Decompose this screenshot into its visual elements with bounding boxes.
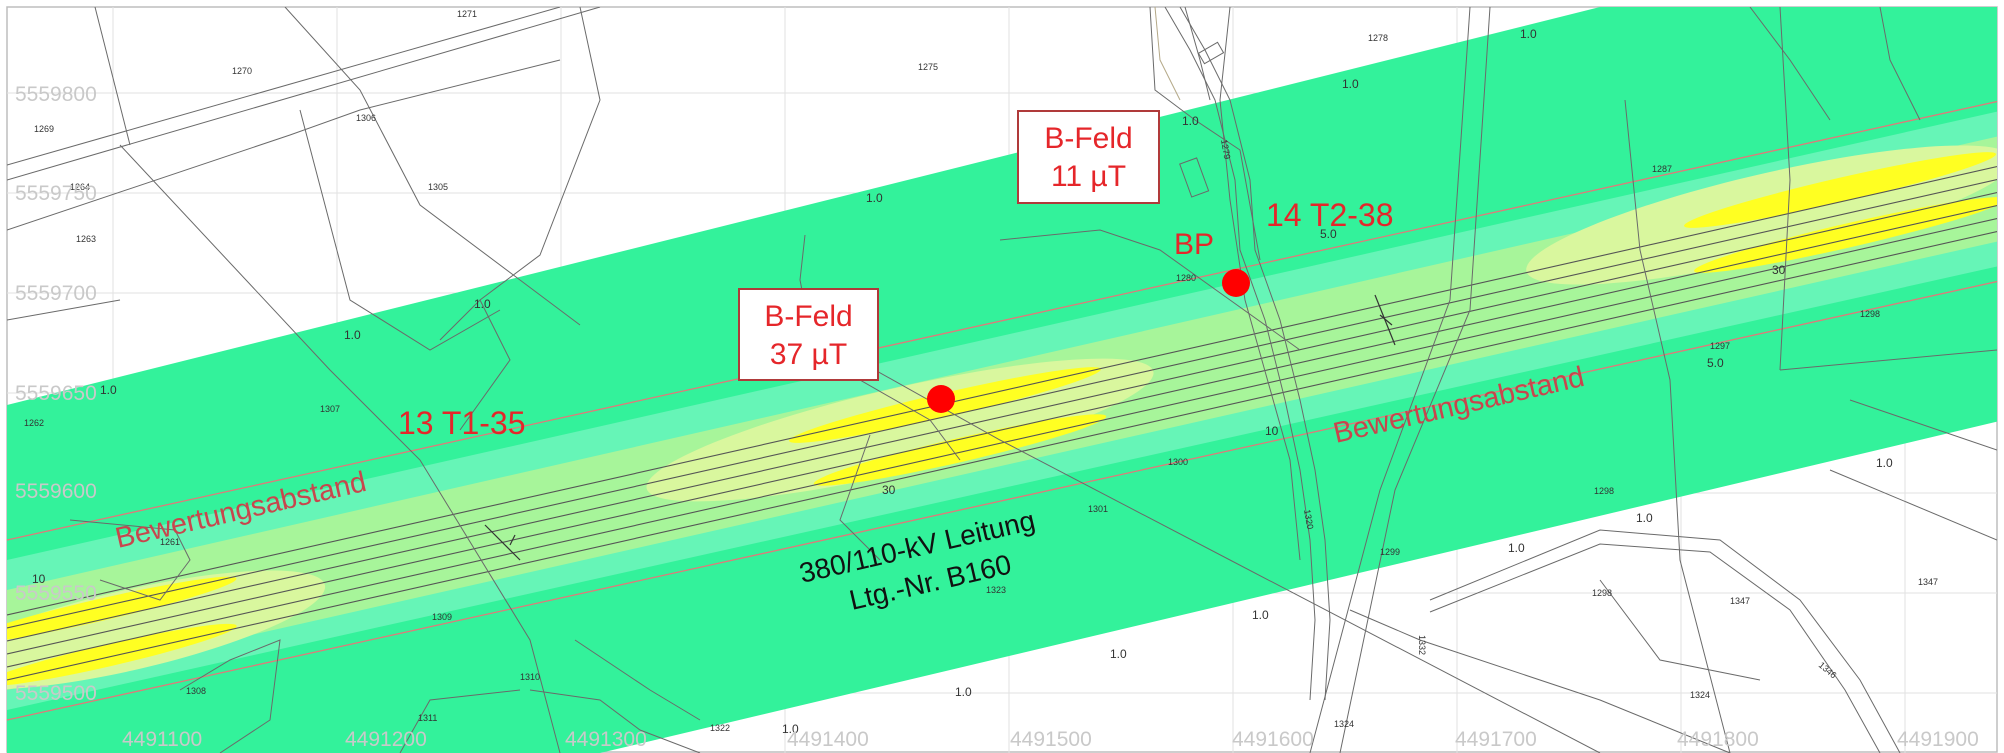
b-field-callout-value: 11 µT (1050, 160, 1127, 193)
parcel-number: 1306 (356, 113, 376, 123)
parcel-number: 1322 (710, 723, 730, 733)
b-field-callout-title: B-Feld (1044, 122, 1133, 155)
y-coordinate-label: 5559650 (15, 382, 97, 405)
field-bands (7, 7, 1997, 753)
parcel-number: 1280 (1176, 273, 1196, 283)
hotspot-center-lower (813, 414, 1107, 486)
contour-labels: 1.0 1.0 1.0 1.0 1.0 1.0 1.0 1.0 1.0 1.0 … (32, 27, 1893, 736)
y-coordinate-label: 5559600 (15, 480, 97, 503)
contour-label: 1.0 (100, 383, 117, 397)
x-coordinate-labels: 4491100 4491200 4491300 4491400 4491500 … (122, 728, 1979, 751)
contour-label: 1.0 (782, 722, 799, 736)
contour-label: 1.0 (344, 328, 361, 342)
parcel-number: 1308 (186, 686, 206, 696)
evaluation-distance-lines (7, 100, 1997, 721)
parcel-number: 1278 (1368, 33, 1388, 43)
x-coordinate-label: 4491900 (1897, 728, 1979, 751)
parcel-number: 1298 (1860, 309, 1880, 319)
contour-label: 10 (1265, 424, 1279, 438)
parcel-number: 1309 (432, 612, 452, 622)
contour-label: 1.0 (1508, 541, 1525, 555)
tower-label-left: 13 T1-35 (398, 405, 526, 441)
bp-label: BP (1174, 228, 1214, 261)
parcel-number: 1297 (1710, 341, 1730, 351)
parcel-number: 1298 (1592, 588, 1612, 598)
b-field-callout-title: B-Feld (764, 300, 853, 333)
x-coordinate-label: 4491500 (1010, 728, 1092, 751)
contour-label: 1.0 (1182, 114, 1199, 128)
parcel-number: 1264 (70, 182, 90, 192)
tower-markers (484, 294, 1396, 561)
contour-label: 30 (882, 483, 896, 497)
tower-label-right: 14 T2-38 (1266, 197, 1394, 233)
contour-label: 10 (32, 572, 46, 586)
x-coordinate-label: 4491300 (565, 728, 647, 751)
parcel-number: 1279 (1219, 139, 1232, 160)
bp-marker (1222, 269, 1250, 297)
hotspot-right-lower (1694, 197, 1997, 273)
parcel-number: 1301 (1088, 504, 1108, 514)
y-coordinate-labels: 5559800 5559750 5559700 5559650 5559600 … (15, 83, 97, 705)
parcel-number: 1298 (1594, 486, 1614, 496)
parcel-number: 1324 (1334, 719, 1354, 729)
band-light-left (7, 570, 326, 690)
parcel-number: 1320 (1302, 509, 1315, 530)
parcel-number: 1270 (232, 66, 252, 76)
road (1154, 7, 1331, 701)
x-coordinate-label: 4491800 (1677, 728, 1759, 751)
parcel-number: 1269 (34, 124, 54, 134)
parcel-number: 1263 (76, 234, 96, 244)
x-coordinate-label: 4491200 (345, 728, 427, 751)
b-field-callout-lower: B-Feld 37 µT (738, 288, 879, 381)
y-coordinate-label: 5559550 (15, 582, 97, 605)
y-coordinate-label: 5559750 (15, 182, 97, 205)
parcel-number: 1324 (1690, 690, 1710, 700)
contour-label: 1.0 (1520, 27, 1537, 41)
parcel-number: 1310 (520, 672, 540, 682)
x-coordinate-label: 4491600 (1232, 728, 1314, 751)
parcel-boundaries (7, 7, 1997, 753)
contour-label: 1.0 (1876, 456, 1893, 470)
b-field-callout-upper: B-Feld 11 µT (1017, 110, 1160, 204)
parcel-number: 1307 (320, 404, 340, 414)
contour-label: 1.0 (1342, 77, 1359, 91)
contour-label: 5.0 (1320, 227, 1337, 241)
y-coordinate-label: 5559700 (15, 282, 97, 305)
parcel-number: 1299 (1380, 547, 1400, 557)
contour-label: 1.0 (1110, 647, 1127, 661)
parcel-number: 1347 (1730, 596, 1750, 606)
x-coordinate-label: 4491700 (1455, 728, 1537, 751)
parcel-number: 1332 (1417, 635, 1427, 655)
hotspot-right-upper (1684, 152, 1996, 228)
contour-label: 5.0 (1707, 356, 1724, 370)
parcel-number: 1347 (1918, 577, 1938, 587)
y-coordinate-label: 5559800 (15, 83, 97, 106)
parcel-number: 1261 (160, 537, 180, 547)
parcel-number: 1311 (418, 713, 437, 723)
contour-label: 1.0 (1252, 608, 1269, 622)
x-coordinate-label: 4491400 (787, 728, 869, 751)
field-point-marker (927, 385, 955, 413)
contour-label: 1.0 (955, 685, 972, 699)
x-coordinate-label: 4491100 (122, 728, 202, 751)
parcel-number: 1262 (24, 418, 44, 428)
hotspot-left-upper (7, 576, 237, 644)
parcel-number: 1300 (1168, 457, 1188, 467)
contour-label: 1.0 (474, 297, 491, 311)
b-field-callout-value: 37 µT (769, 338, 848, 371)
y-coordinate-label: 5559500 (15, 682, 97, 705)
parcel-number: 1323 (986, 585, 1006, 595)
conductor-lines (7, 166, 1997, 681)
contour-label: 1.0 (1636, 511, 1653, 525)
parcel-number: 1287 (1652, 164, 1672, 174)
contour-label: 1.0 (866, 191, 883, 205)
parcel-number: 1271 (457, 9, 477, 19)
parcel-number: 1305 (428, 182, 448, 192)
contour-label: 30 (1772, 263, 1786, 277)
parcel-number: 1275 (918, 62, 938, 72)
